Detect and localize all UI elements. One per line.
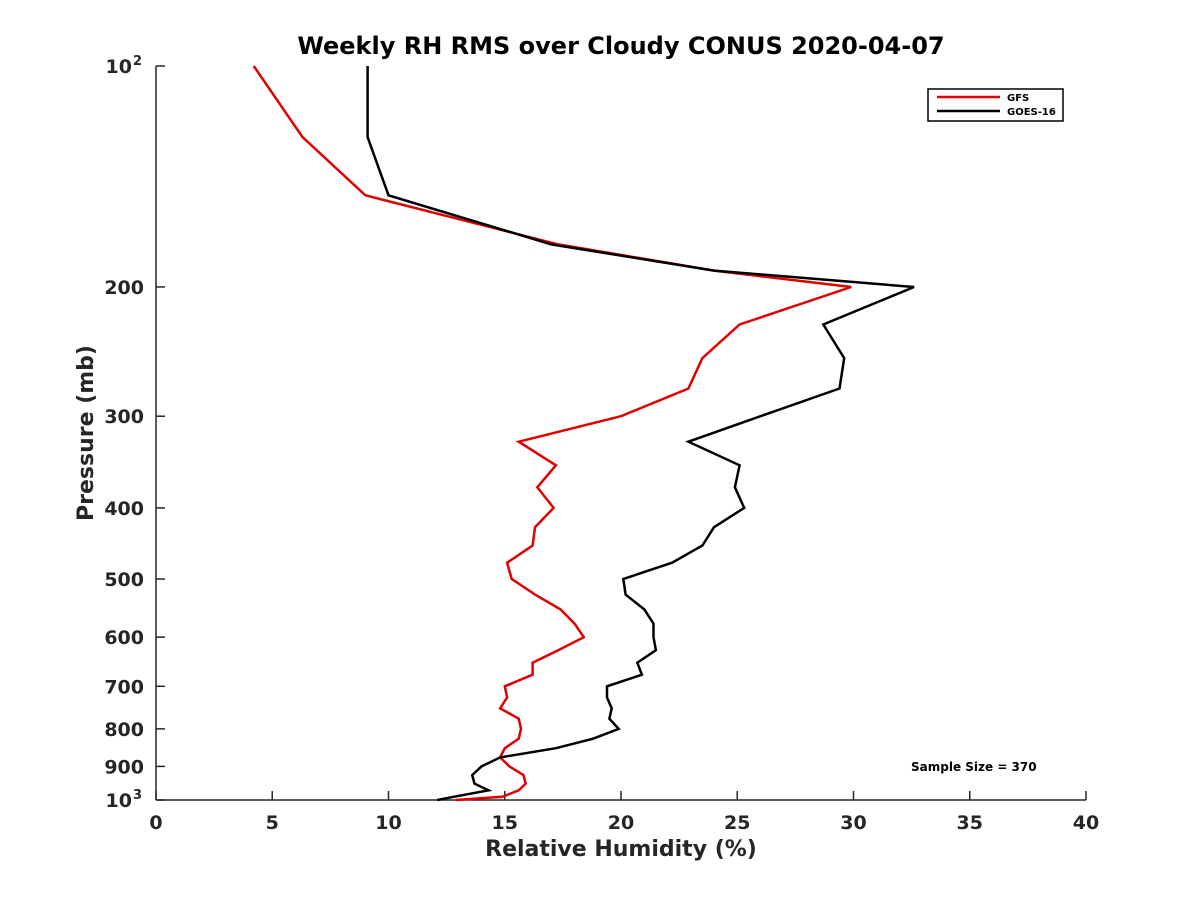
- x-tick-label: 15: [492, 812, 518, 834]
- y-tick-label: 500: [104, 569, 144, 591]
- series-line-gfs: [252, 65, 852, 802]
- x-tick-label: 30: [840, 812, 866, 834]
- y-tick-label: 400: [104, 498, 144, 520]
- x-tick-label: 0: [149, 812, 162, 834]
- y-tick-label: 600: [104, 627, 144, 649]
- y-tick-label: 10: [106, 790, 132, 812]
- x-tick-label: 25: [724, 812, 750, 834]
- x-tick-label: 10: [375, 812, 401, 834]
- y-tick-exponent: 3: [133, 788, 142, 803]
- x-tick-label: 35: [957, 812, 983, 834]
- series-line-goes16: [366, 66, 915, 802]
- x-tick-label: 40: [1073, 812, 1099, 834]
- legend-box: [927, 88, 1064, 122]
- y-axis-label: Pressure (mb): [74, 345, 99, 521]
- x-tick-label: 5: [266, 812, 279, 834]
- y-tick-label: 900: [104, 756, 144, 778]
- y-tick-label: 800: [104, 719, 144, 741]
- y-tick-label: 200: [104, 277, 144, 299]
- x-axis-label: Relative Humidity (%): [485, 837, 757, 862]
- legend-label-gfs: GFS: [1007, 93, 1029, 104]
- y-tick-exponent: 2: [133, 54, 142, 69]
- y-tick-label: 700: [104, 676, 144, 698]
- legend: GFS GOES-16: [927, 88, 1064, 122]
- legend-label-goes16: GOES-16: [1007, 107, 1056, 118]
- y-tick-label: 10: [106, 56, 132, 78]
- series-layer: [252, 65, 915, 802]
- sample-size-annotation: Sample Size = 370: [911, 760, 1037, 774]
- x-axis: 0 5 10 15 20 25 30 35 40: [149, 791, 1099, 834]
- y-tick-label: 300: [104, 406, 144, 428]
- chart-title: Weekly RH RMS over Cloudy CONUS 2020-04-…: [297, 32, 944, 60]
- x-tick-label: 20: [608, 812, 634, 834]
